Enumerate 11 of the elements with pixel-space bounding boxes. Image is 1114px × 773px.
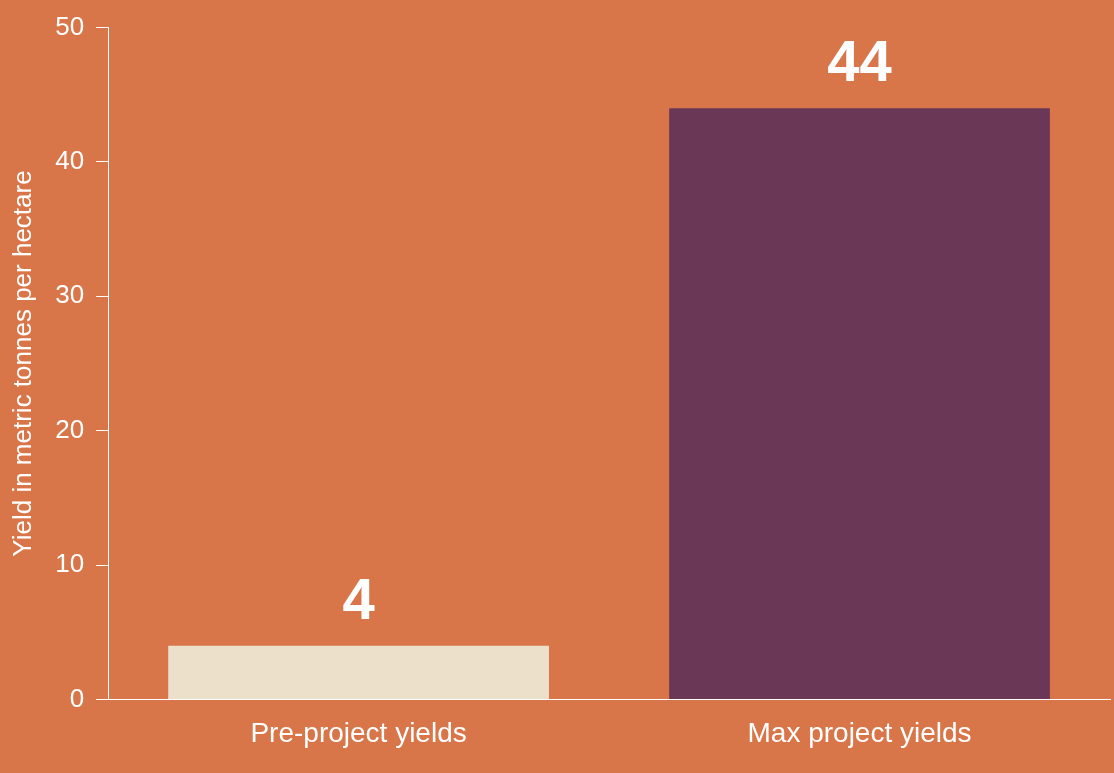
y-tick-label: 30 <box>55 279 85 310</box>
y-tick-label: 40 <box>55 145 85 176</box>
data-label: 44 <box>827 28 892 94</box>
x-tick-label: Pre-project yields <box>250 716 467 748</box>
data-label: 4 <box>342 565 375 631</box>
y-tick-label: 0 <box>69 682 85 713</box>
y-tick-label: 20 <box>55 413 85 444</box>
y-axis-title: Yield in metric tonnes per hectare <box>6 170 37 557</box>
y-tick-label: 50 <box>55 10 85 41</box>
y-tick-label: 10 <box>55 548 85 579</box>
x-tick-label: Max project yields <box>747 716 972 748</box>
